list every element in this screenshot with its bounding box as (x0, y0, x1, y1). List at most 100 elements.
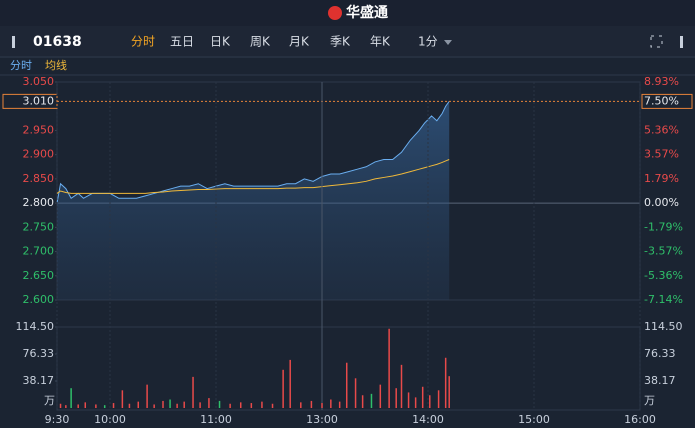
y2-tick-label: -7.14% (644, 293, 683, 306)
volume-bar (95, 404, 97, 408)
volume-bar (77, 404, 79, 408)
y-tick-label: 2.750 (23, 220, 55, 233)
y2-tick-label: -1.79% (644, 220, 683, 233)
volume-bar (414, 397, 417, 408)
current-price-box (2, 93, 58, 109)
y2-tick-label: -3.57% (644, 245, 683, 258)
volume-bar (321, 403, 323, 408)
volume-bar (444, 357, 447, 408)
current-price-label: 3.010 (23, 94, 55, 107)
tab[interactable]: 年K (370, 35, 391, 49)
price-area (57, 101, 450, 300)
volume-bar (261, 401, 263, 408)
x-tick-label: 14:00 (412, 413, 444, 426)
volume-bar (429, 395, 431, 408)
current-pct-label: 7.50% (644, 94, 679, 107)
volume-bar (250, 403, 253, 408)
series-line (56, 101, 450, 204)
volume-bar (65, 405, 67, 408)
volume-bar (112, 403, 115, 408)
volume-bar (128, 403, 131, 408)
y-tick-label: 2.650 (23, 269, 55, 282)
volume-bar (229, 403, 231, 408)
volume-frame (56, 326, 641, 411)
volume-bar (121, 390, 124, 408)
volume-bar (330, 399, 332, 408)
logo-icon (328, 6, 342, 20)
volume-bar (239, 402, 242, 408)
x-tick-label: 13:00 (306, 413, 338, 426)
volume-bar (183, 401, 185, 408)
volume-bar (218, 400, 221, 408)
volume-bar (379, 384, 382, 408)
volume-bar (370, 393, 373, 408)
volume-bar (338, 401, 341, 408)
tab[interactable]: 日K (210, 35, 231, 49)
y2-tick-label: 0.00% (644, 196, 679, 209)
y2-tick-label: 5.36% (644, 123, 679, 136)
volume-bar (137, 401, 140, 408)
volume-bar (421, 386, 424, 408)
volume-bar (400, 364, 403, 408)
y2-tick-label: 8.93% (644, 75, 679, 88)
volume-bar (345, 362, 348, 408)
tab[interactable]: 季K (330, 35, 351, 49)
x-tick-label: 16:00 (624, 413, 656, 426)
y2-tick-label: 76.33 (644, 347, 676, 360)
y-tick-label: 114.50 (16, 320, 55, 333)
legend-entry: 均线 (45, 58, 67, 72)
x-tick-label: 15:00 (518, 413, 550, 426)
panel-icon[interactable] (12, 36, 15, 48)
y-tick-label: 2.850 (23, 172, 55, 185)
volume-bar (192, 376, 194, 408)
dropdown-arrow[interactable] (444, 40, 452, 45)
volume-bar (388, 328, 390, 408)
volume-bar (300, 402, 302, 408)
x-tick-label: 11:00 (200, 413, 232, 426)
logo: 华盛通 (346, 4, 388, 21)
y-tick-label: 2.900 (23, 148, 55, 161)
collapse-icon[interactable] (680, 36, 683, 48)
x-tick-label: 10:00 (94, 413, 126, 426)
volume-bar (176, 403, 178, 408)
volume-bar (70, 388, 72, 408)
volume-bar (59, 403, 62, 408)
y-tick-label: 2.600 (23, 293, 55, 306)
volume-bar (208, 398, 210, 408)
stock-code: 01638 (33, 34, 82, 50)
toolbar (0, 26, 695, 58)
volume-bar (271, 403, 274, 408)
y-tick-label: 2.800 (23, 196, 55, 209)
tab[interactable]: 分时 (131, 35, 155, 49)
y2-tick-label: 3.57% (644, 148, 679, 161)
volume-bar (84, 402, 87, 408)
y-tick-label: 3.050 (23, 75, 55, 88)
current-pct-box (641, 93, 693, 109)
volume-bar (437, 390, 440, 408)
legend-entry: 分时 (10, 59, 32, 72)
series-line (56, 159, 450, 194)
volume-bar (146, 384, 148, 408)
header-bar (0, 0, 695, 26)
unit-label: 万 (644, 394, 655, 407)
volume-bar (289, 359, 291, 408)
volume-bar (395, 388, 397, 408)
y-tick-label: 2.950 (23, 123, 55, 136)
volume-bar (153, 404, 155, 408)
tab[interactable]: 1分 (418, 35, 438, 49)
volume-bar (361, 395, 364, 408)
tab[interactable]: 月K (289, 35, 310, 49)
volume-bar (282, 369, 284, 408)
y-tick-label: 2.700 (23, 245, 55, 258)
y2-tick-label: 1.79% (644, 172, 679, 185)
tab[interactable]: 五日 (170, 35, 194, 49)
y2-tick-label: -5.36% (644, 269, 683, 282)
x-tick-label: 9:30 (45, 413, 70, 426)
volume-bar (310, 400, 313, 408)
tab[interactable]: 周K (250, 35, 271, 49)
y2-tick-label: 38.17 (644, 374, 676, 387)
volume-bar (199, 402, 201, 408)
fullscreen-icon[interactable] (650, 35, 663, 48)
